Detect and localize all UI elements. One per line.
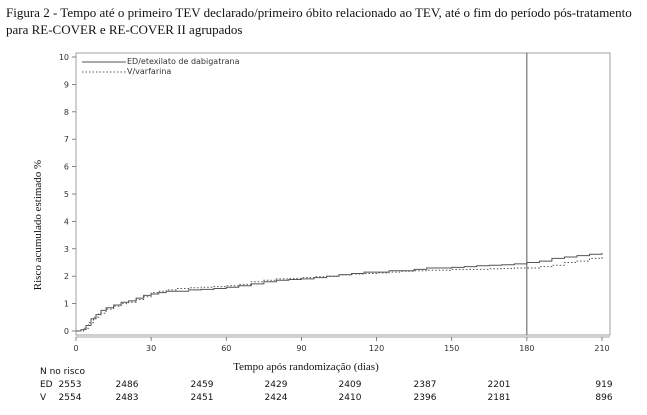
y-tick-label: 6 [64, 163, 69, 172]
y-tick-label: 1 [64, 300, 69, 309]
x-tick-label: 210 [594, 344, 609, 353]
risk-cell: 2486 [116, 380, 139, 390]
legend-label-ed: ED/etexilato de dabigatrana [127, 57, 240, 66]
series-line-v [76, 255, 603, 332]
x-tick-label: 30 [146, 344, 156, 353]
y-tick-label: 9 [64, 80, 69, 89]
y-axis-label: Risco acumulado estimado % [32, 160, 44, 290]
y-tick-label: 8 [64, 108, 69, 117]
risk-row-label: ED [40, 380, 53, 390]
risk-cell: 2387 [414, 380, 437, 390]
risk-cell: 919 [595, 380, 612, 390]
y-tick-label: 3 [64, 245, 69, 254]
risk-cell: 2409 [339, 380, 362, 390]
x-tick-label: 60 [221, 344, 231, 353]
x-tick-label: 90 [296, 344, 306, 353]
y-tick-label: 5 [64, 190, 69, 199]
series-layer [76, 252, 603, 332]
x-tick-label: 150 [444, 344, 459, 353]
x-tick-label: 180 [519, 344, 534, 353]
risk-cell: 2181 [488, 393, 511, 403]
y-tick-label: 10 [59, 53, 69, 62]
risk-cell: 2483 [116, 393, 139, 403]
y-tick-label: 0 [64, 327, 69, 336]
risk-cell: 2553 [59, 380, 82, 390]
series-line-ed [76, 252, 603, 332]
x-tick-label: 0 [73, 344, 78, 353]
figure-caption: Figura 2 - Tempo até o primeiro TEV decl… [6, 5, 632, 37]
risk-cell: 2201 [488, 380, 511, 390]
risk-table: N no risco ED 2553 2486 2459 2429 2409 2387 220… [40, 367, 613, 403]
risk-table-title: N no risco [40, 367, 86, 377]
y-tick-label: 7 [64, 135, 69, 144]
risk-cell: 2396 [414, 393, 437, 403]
risk-cell: 896 [595, 393, 612, 403]
y-tick-label: 4 [64, 217, 69, 226]
risk-cell: 2424 [265, 393, 288, 403]
x-axis-label: Tempo após randomização (dias) [233, 361, 379, 373]
axes-layer: 0 1 2 3 4 5 6 7 8 9 10 0 30 60 90 120 150 180 210 [59, 52, 611, 353]
risk-row-label: V [40, 393, 47, 403]
risk-cell: 2410 [339, 393, 362, 403]
legend-label-v: V/varfarina [127, 67, 171, 76]
risk-cell: 2554 [59, 393, 82, 403]
plot-frame [75, 52, 611, 336]
y-tick-label: 2 [64, 272, 69, 281]
x-tick-label: 120 [369, 344, 384, 353]
risk-cell: 2459 [191, 380, 214, 390]
risk-cell: 2429 [265, 380, 288, 390]
risk-cell: 2451 [191, 393, 214, 403]
